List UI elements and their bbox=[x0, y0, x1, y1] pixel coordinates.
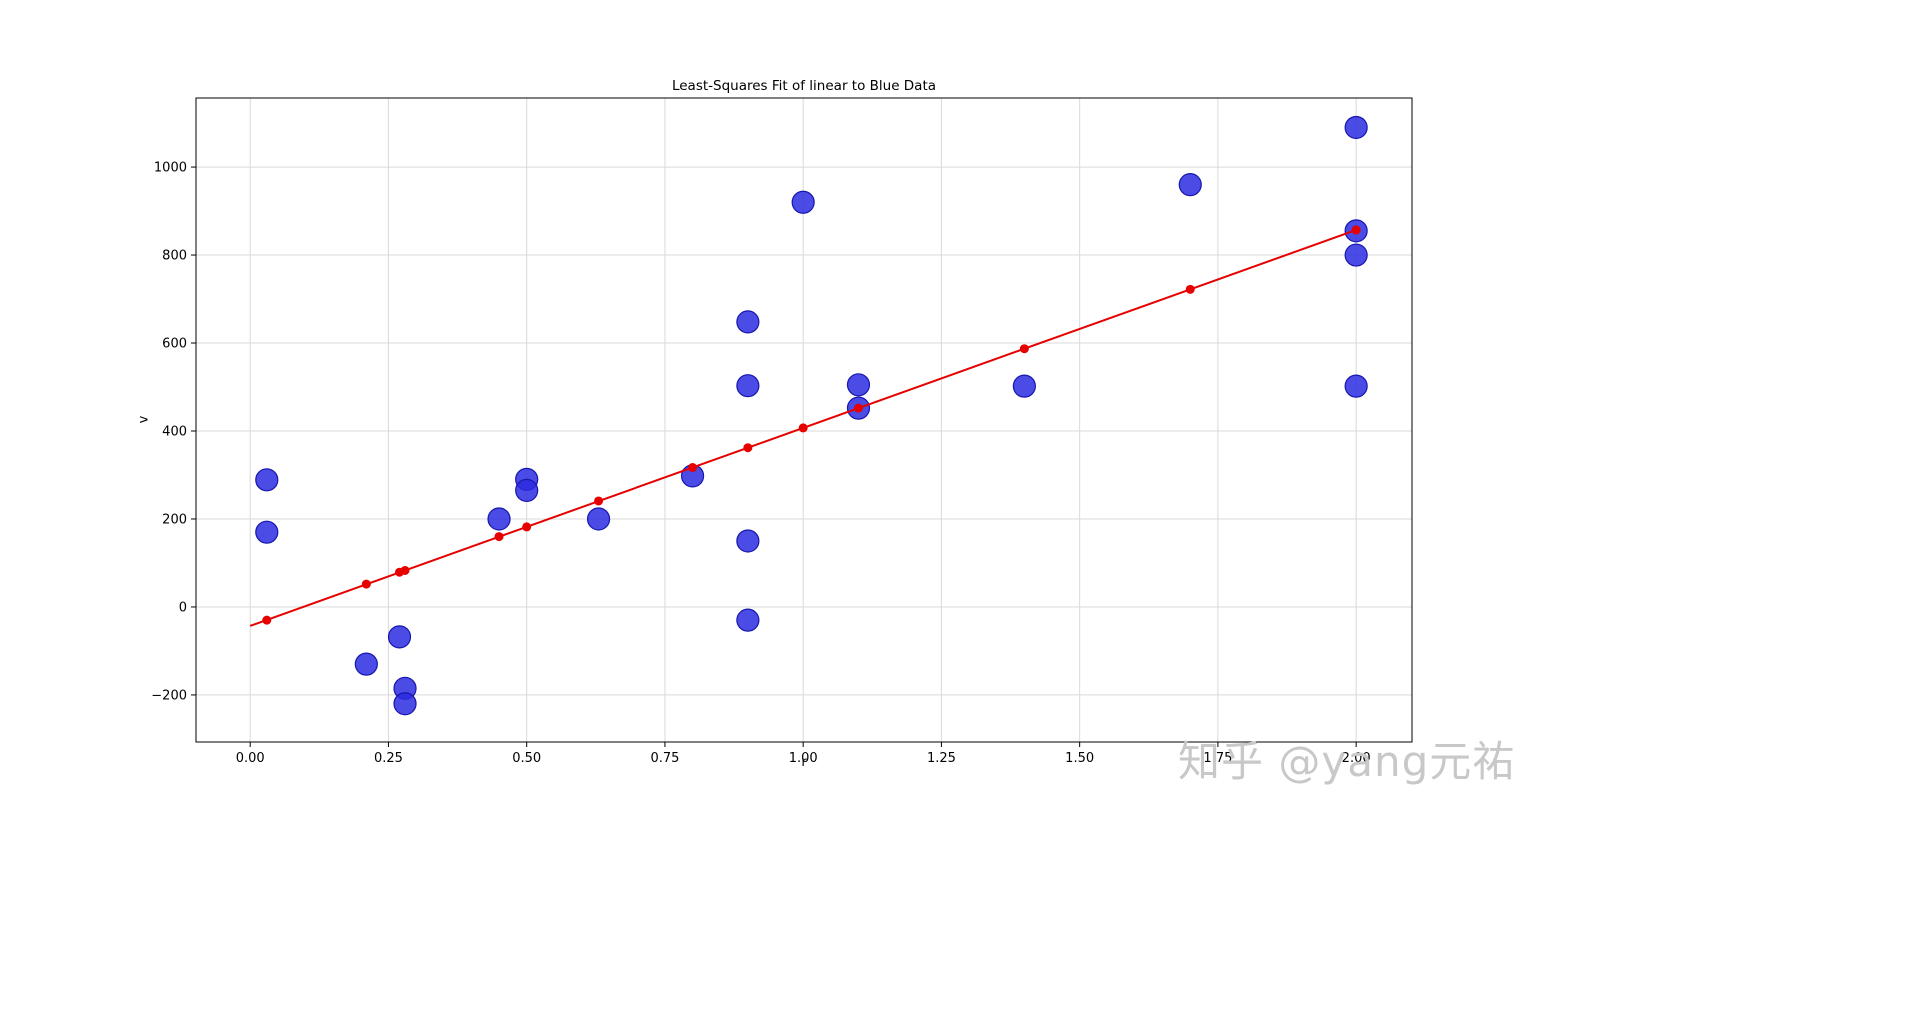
blue-data-point bbox=[487, 507, 511, 531]
chart-title: Least-Squares Fit of linear to Blue Data bbox=[671, 78, 937, 94]
blue-data-point bbox=[1344, 374, 1368, 398]
blue-data-point bbox=[736, 529, 760, 553]
fit-point bbox=[494, 532, 504, 542]
blue-data-point bbox=[1178, 173, 1202, 197]
fit-point bbox=[400, 565, 410, 575]
fit-point bbox=[1185, 284, 1195, 294]
blue-data-point bbox=[736, 310, 760, 334]
fit-point bbox=[798, 423, 808, 433]
fit-point bbox=[853, 403, 863, 413]
y-tick-label: 600 bbox=[162, 337, 187, 352]
fit-point bbox=[688, 463, 698, 473]
blue-data-point bbox=[255, 520, 279, 544]
fit-point bbox=[262, 615, 272, 625]
fit-point bbox=[1019, 344, 1029, 354]
y-tick-label: −200 bbox=[151, 688, 187, 703]
blue-data-point bbox=[1344, 243, 1368, 267]
y-tick-label: 200 bbox=[162, 512, 187, 527]
blue-data-point bbox=[736, 608, 760, 632]
blue-data-point bbox=[846, 373, 871, 397]
blue-data-point bbox=[791, 190, 815, 214]
x-tick-label: 1.00 bbox=[789, 751, 818, 766]
x-tick-label: 1.75 bbox=[1203, 751, 1232, 766]
x-tick-label: 0.25 bbox=[374, 751, 403, 766]
fit-point bbox=[522, 522, 532, 532]
x-tick-label: 0.75 bbox=[650, 751, 679, 766]
y-axis-label: v bbox=[136, 415, 152, 424]
fit-point bbox=[361, 579, 371, 589]
fit-point bbox=[743, 443, 753, 453]
fit-point bbox=[1351, 225, 1361, 235]
y-tick-label: 0 bbox=[179, 600, 187, 615]
blue-data-point bbox=[736, 374, 760, 398]
blue-data-point bbox=[1344, 115, 1368, 140]
blue-data-point bbox=[586, 507, 611, 531]
y-tick-label: 1000 bbox=[154, 161, 187, 176]
blue-data-point bbox=[1012, 374, 1036, 398]
x-tick-label: 1.25 bbox=[927, 751, 956, 766]
x-tick-label: 0.50 bbox=[512, 751, 541, 766]
blue-data-point bbox=[515, 478, 539, 502]
blue-data-point bbox=[387, 625, 412, 649]
x-tick-label: 0.00 bbox=[236, 751, 265, 766]
y-tick-label: 800 bbox=[162, 249, 187, 264]
plot-border bbox=[195, 97, 1413, 743]
x-axis-label: r bbox=[801, 755, 807, 770]
y-tick-label: 400 bbox=[162, 424, 187, 439]
x-tick-label: 1.50 bbox=[1065, 751, 1094, 766]
blue-data-point bbox=[255, 468, 279, 492]
blue-data-point bbox=[393, 692, 417, 716]
fit-point bbox=[594, 496, 604, 506]
blue-data-point bbox=[354, 652, 378, 676]
x-tick-label: 2.00 bbox=[1342, 751, 1371, 766]
